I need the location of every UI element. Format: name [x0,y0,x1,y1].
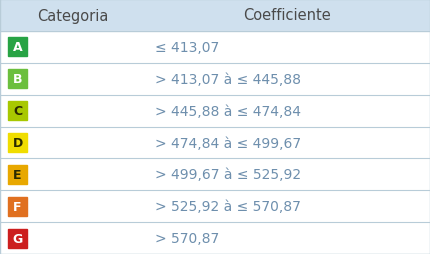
Bar [8,229,27,248]
Bar [0,127,430,159]
Text: > 525,92 à ≤ 570,87: > 525,92 à ≤ 570,87 [155,199,301,213]
Bar [8,70,27,89]
Text: B: B [13,73,22,86]
Bar [0,159,430,190]
Text: > 445,88 à ≤ 474,84: > 445,88 à ≤ 474,84 [155,104,301,118]
Text: F: F [13,200,22,213]
Text: A: A [13,41,22,54]
Bar [8,165,27,184]
Text: ≤ 413,07: ≤ 413,07 [155,41,219,55]
Text: > 570,87: > 570,87 [155,231,219,245]
Bar [0,95,430,127]
Text: C: C [13,105,22,118]
Text: Categoria: Categoria [37,8,108,23]
Bar [8,38,27,57]
Bar [8,102,27,121]
Text: > 499,67 à ≤ 525,92: > 499,67 à ≤ 525,92 [155,168,301,182]
Bar [0,64,430,95]
Bar [8,197,27,216]
Bar [0,0,430,32]
Text: D: D [12,136,23,149]
Bar [8,133,27,152]
Bar [0,190,430,222]
Bar [0,32,430,64]
Text: > 474,84 à ≤ 499,67: > 474,84 à ≤ 499,67 [155,136,301,150]
Text: Coefficiente: Coefficiente [244,8,332,23]
Text: > 413,07 à ≤ 445,88: > 413,07 à ≤ 445,88 [155,72,301,86]
Text: E: E [13,168,22,181]
Bar [0,222,430,254]
Text: G: G [12,232,23,245]
